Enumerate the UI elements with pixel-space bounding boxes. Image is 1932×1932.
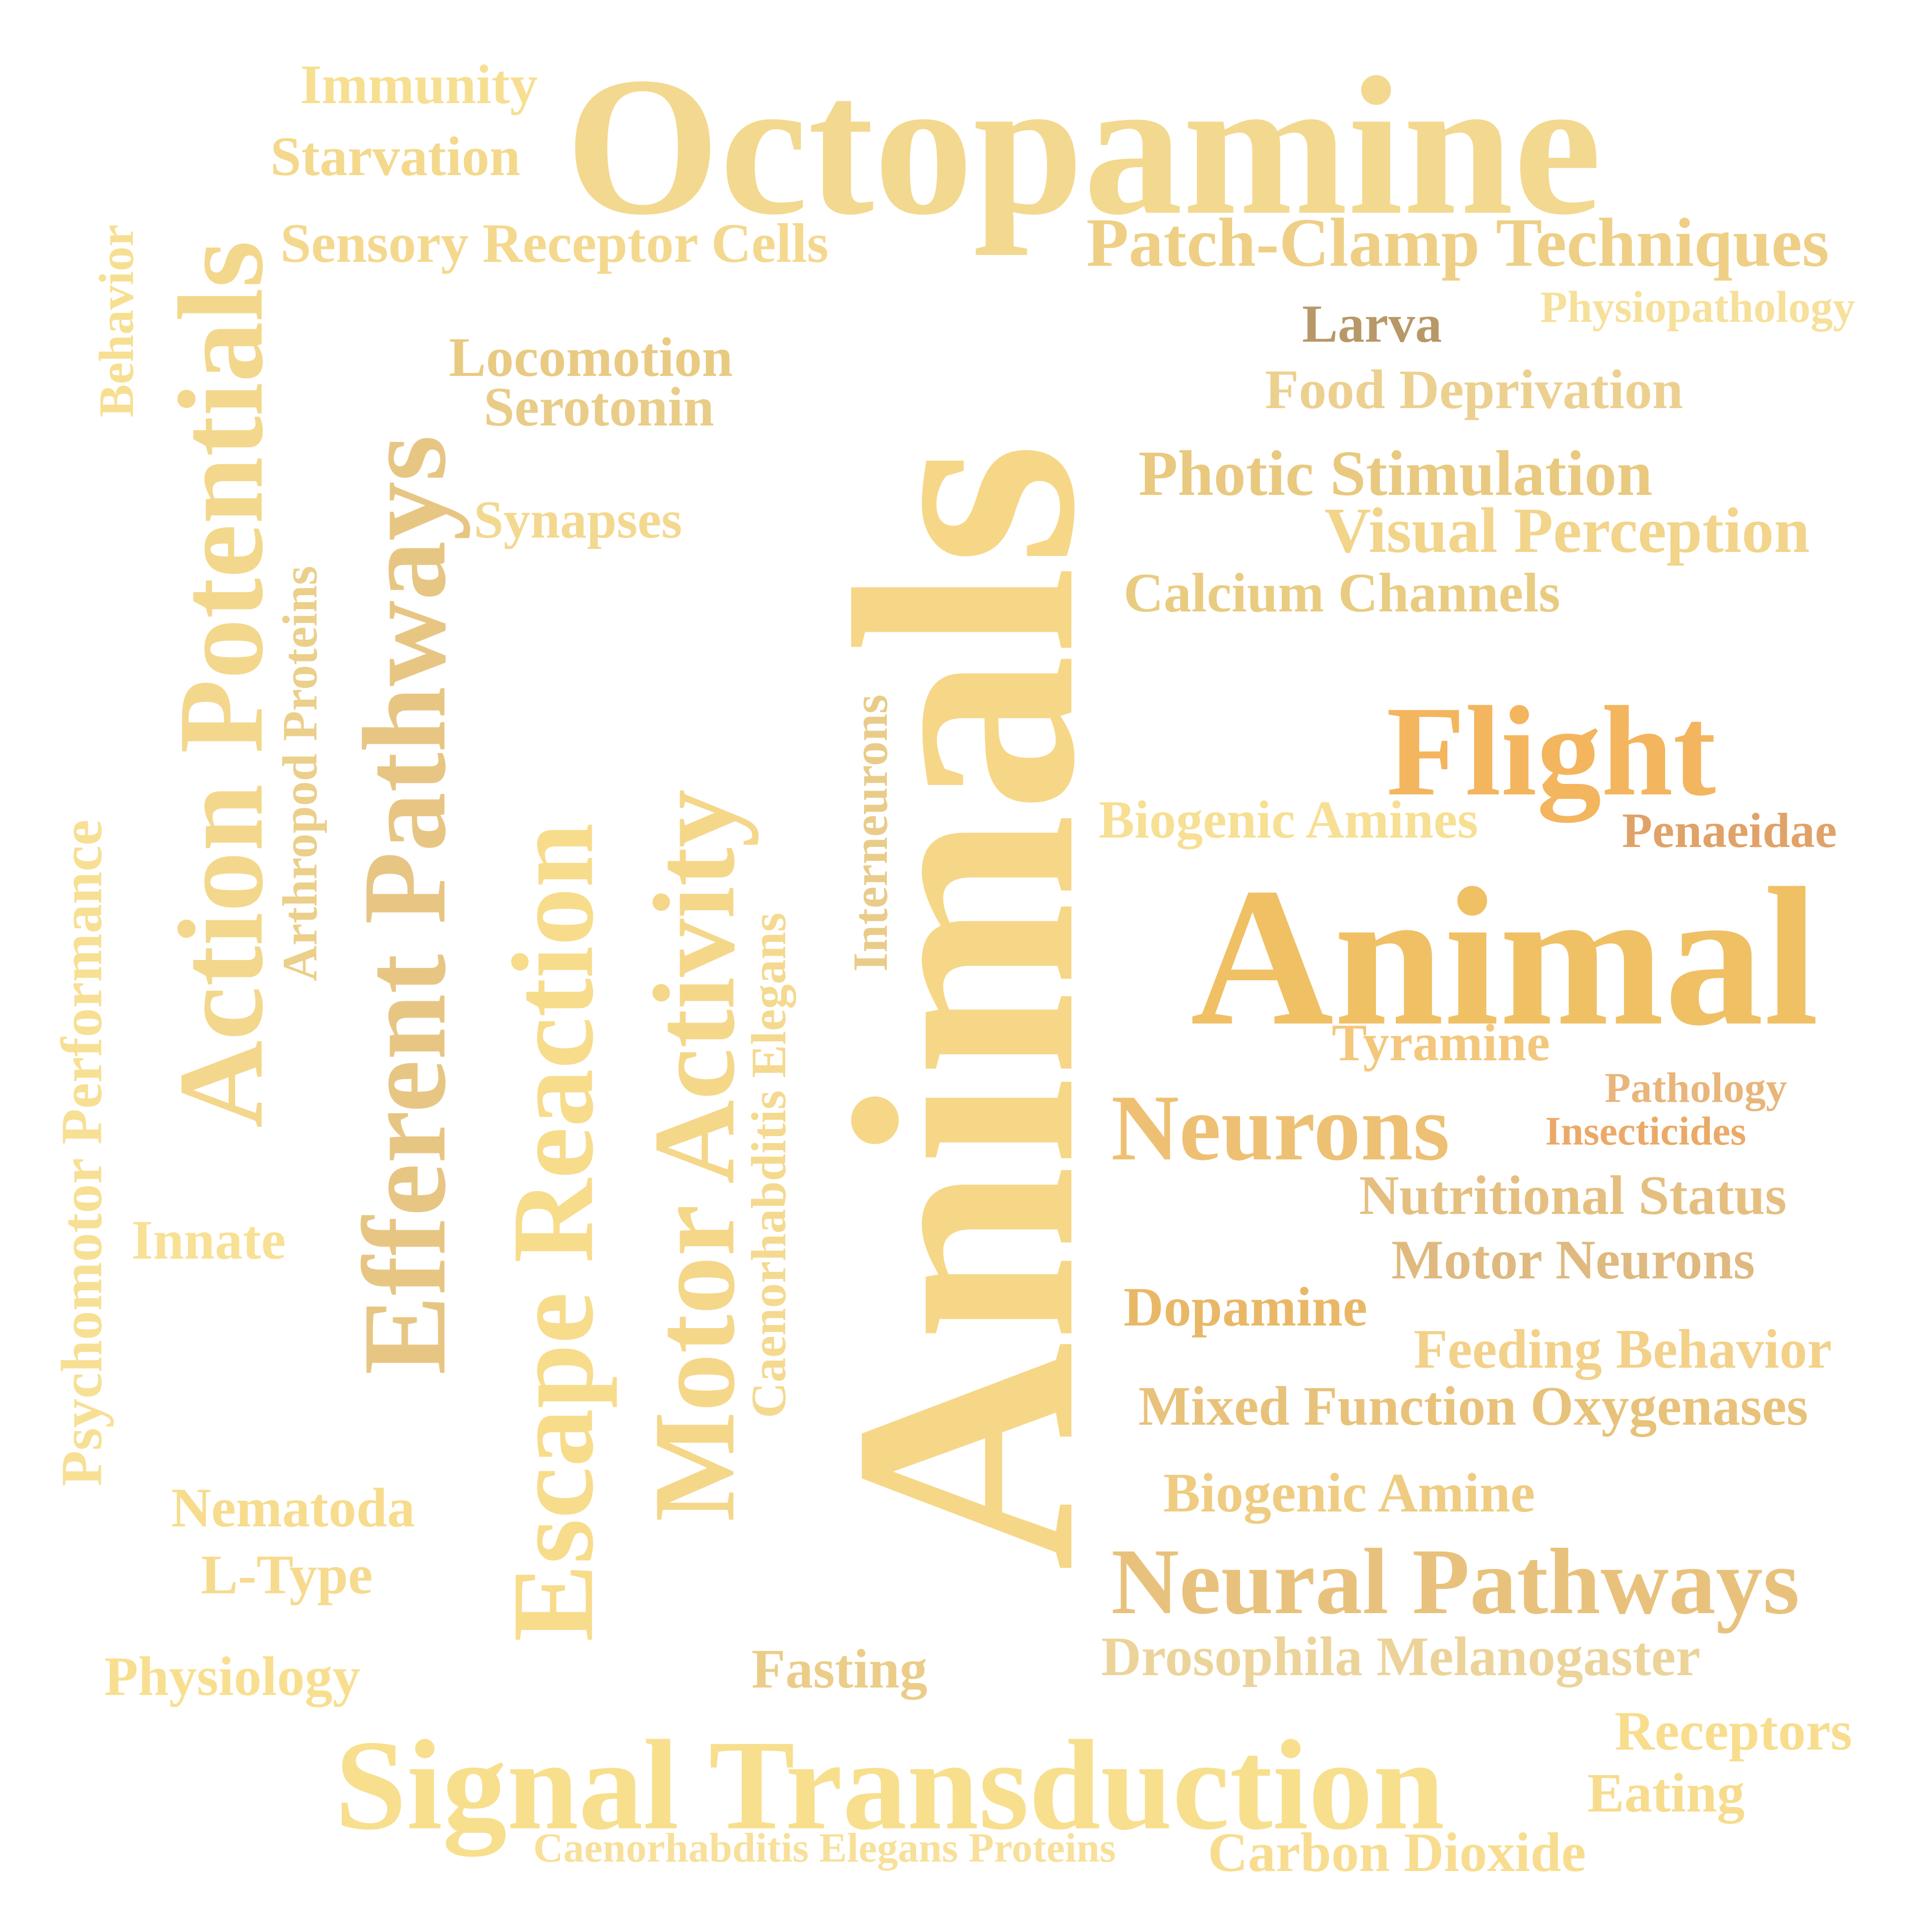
word-animals: Animals [789, 442, 1140, 1571]
word-behavior: Behavior [89, 224, 144, 418]
word-synapses: Synapses [474, 490, 683, 549]
word-locomotion: Locomotion [449, 327, 733, 388]
word-dopamine: Dopamine [1123, 1276, 1368, 1338]
word-receptors: Receptors [1615, 1700, 1852, 1762]
word-biogenic-amines: Biogenic Amines [1099, 790, 1479, 849]
word-starvation: Starvation [270, 126, 520, 187]
word-neurons: Neurons [1111, 1076, 1450, 1180]
word-immunity: Immunity [300, 54, 538, 116]
word-visual-perception: Visual Perception [1324, 495, 1810, 566]
word-calcium-channels: Calcium Channels [1123, 562, 1560, 624]
word-drosophila-melanogaster: Drosophila Melanogaster [1101, 1626, 1701, 1688]
word-patch-clamp-techniques: Patch-Clamp Techniques [1086, 204, 1829, 281]
word-l-type: L-Type [201, 1544, 373, 1606]
word-caenorhabditis-elegans: Caenorhabditis Elegans [741, 912, 796, 1418]
word-neural-pathways: Neural Pathways [1111, 1530, 1800, 1634]
word-innate: Innate [131, 1209, 286, 1271]
word-biogenic-amine: Biogenic Amine [1163, 1462, 1535, 1524]
word-signal-transduction: Signal Transduction [335, 1714, 1445, 1857]
word-larva: Larva [1302, 295, 1442, 354]
word-carbon-dioxide: Carbon Dioxide [1208, 1822, 1586, 1883]
word-pathology: Pathology [1605, 1064, 1787, 1111]
word-sensory-receptor-cells: Sensory Receptor Cells [280, 213, 829, 274]
word-serotonin: Serotonin [484, 376, 714, 438]
word-tyramine: Tyramine [1332, 1014, 1550, 1072]
word-action-potentials: Action Potentials [153, 241, 288, 1128]
word-escape-reaction: Escape Reaction [488, 823, 618, 1642]
word-penaeidae: Penaeidae [1622, 803, 1837, 858]
word-mixed-function-oxygenases: Mixed Function Oxygenases [1138, 1376, 1808, 1437]
word-motor-activity: Motor Activity [629, 789, 759, 1522]
word-motor-neurons: Motor Neurons [1391, 1229, 1755, 1291]
word-arthropod-proteins: Arthropod Proteins [272, 566, 327, 981]
word-flight: Flight [1386, 680, 1716, 823]
word-feeding-behavior: Feeding Behavior [1414, 1319, 1832, 1380]
word-fasting: Fasting [751, 1638, 928, 1700]
word-nematoda: Nematoda [171, 1477, 415, 1539]
word-nutritional-status: Nutritional Status [1359, 1165, 1787, 1226]
word-physiopathology: Physiopathology [1540, 283, 1856, 332]
word-insecticides: Insecticides [1545, 1108, 1746, 1153]
word-psychomotor-performance: Psychomotor Performance [49, 819, 114, 1487]
word-caenorhabditis-elegans-proteins: Caenorhabditis Elegans Proteins [533, 1825, 1116, 1871]
word-physiology: Physiology [104, 1646, 361, 1707]
word-photic-stimulation: Photic Stimulation [1138, 438, 1653, 509]
word-animal: Animal [1190, 847, 1819, 1067]
word-efferent-pathways: Efferent Pathways [338, 435, 470, 1375]
word-food-deprivation: Food Deprivation [1265, 359, 1683, 421]
word-eating: Eating [1587, 1762, 1745, 1824]
word-octopamine: Octopamine [565, 36, 1602, 256]
